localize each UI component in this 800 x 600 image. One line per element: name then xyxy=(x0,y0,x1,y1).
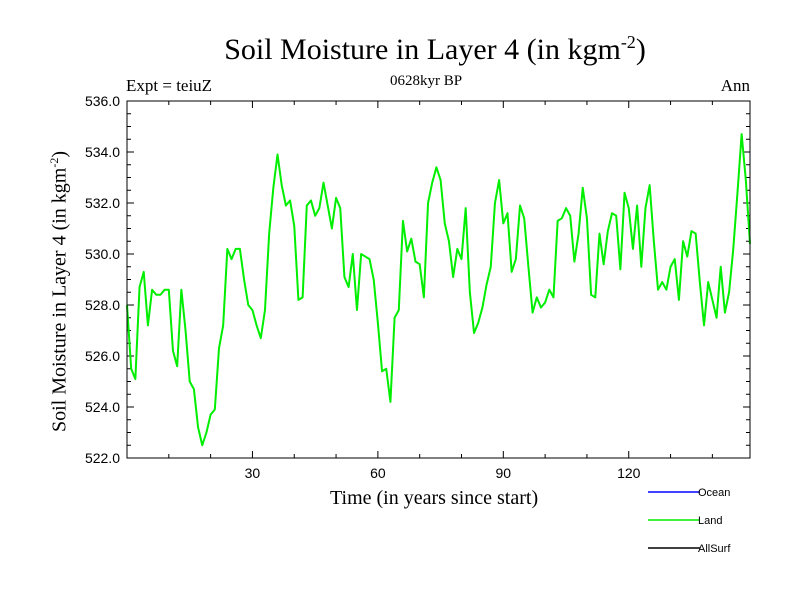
y-tick-label: 532.0 xyxy=(85,195,120,211)
y-tick-label: 534.0 xyxy=(85,144,120,160)
x-tick-label: 60 xyxy=(370,465,386,481)
y-tick-label: 530.0 xyxy=(85,246,120,262)
y-tick-label: 536.0 xyxy=(85,93,120,109)
legend-label-ocean: Ocean xyxy=(698,487,730,499)
experiment-label: Expt = teiuZ xyxy=(126,76,213,95)
chart-title-close: ) xyxy=(635,33,646,66)
legend-label-allsurf: AllSurf xyxy=(698,543,731,555)
chart-subtitle: 0628kyr BP xyxy=(390,73,463,89)
legend: Ocean Land AllSurf xyxy=(648,487,731,555)
legend-label-land: Land xyxy=(698,515,722,527)
chart-title: Soil Moisture in Layer 4 (in kgm-2) xyxy=(0,32,800,68)
series-line-land xyxy=(126,133,751,447)
plot-frame xyxy=(126,100,751,459)
x-axis-label: Time (in years since start) xyxy=(330,487,539,509)
tick-layer: 522.0 524.0 526.0 528.0 530.0 532.0 534.0 536.0… xyxy=(85,93,750,481)
chart-title-exponent: -2 xyxy=(620,32,636,52)
x-tick-label: 30 xyxy=(245,465,261,481)
x-tick-label: 120 xyxy=(617,465,641,481)
x-tick-label: 90 xyxy=(496,465,512,481)
y-tick-label: 524.0 xyxy=(85,399,120,415)
y-tick-label: 526.0 xyxy=(85,348,120,364)
y-tick-label: 522.0 xyxy=(85,450,120,466)
y-tick-label: 528.0 xyxy=(85,297,120,313)
season-label: Ann xyxy=(720,76,750,95)
chart-title-text: Soil Moisture in Layer 4 (in kgm xyxy=(224,33,621,66)
series-layer xyxy=(126,133,751,447)
